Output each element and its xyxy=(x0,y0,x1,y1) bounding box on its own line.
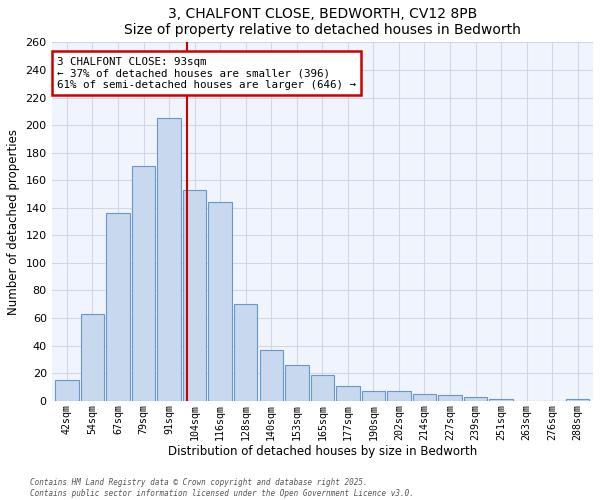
Bar xyxy=(55,380,79,400)
Bar xyxy=(260,350,283,401)
Bar xyxy=(234,304,257,400)
Bar xyxy=(183,190,206,400)
Bar xyxy=(362,391,385,400)
Bar xyxy=(81,314,104,400)
Bar xyxy=(311,374,334,400)
Title: 3, CHALFONT CLOSE, BEDWORTH, CV12 8PB
Size of property relative to detached hous: 3, CHALFONT CLOSE, BEDWORTH, CV12 8PB Si… xyxy=(124,7,521,37)
Bar xyxy=(285,365,308,400)
Bar xyxy=(438,395,462,400)
Y-axis label: Number of detached properties: Number of detached properties xyxy=(7,128,20,314)
X-axis label: Distribution of detached houses by size in Bedworth: Distribution of detached houses by size … xyxy=(168,445,477,458)
Bar xyxy=(208,202,232,400)
Bar xyxy=(106,214,130,400)
Bar xyxy=(336,386,359,400)
Bar xyxy=(387,391,411,400)
Bar xyxy=(413,394,436,400)
Bar xyxy=(157,118,181,400)
Bar xyxy=(464,396,487,400)
Bar xyxy=(132,166,155,400)
Text: Contains HM Land Registry data © Crown copyright and database right 2025.
Contai: Contains HM Land Registry data © Crown c… xyxy=(30,478,414,498)
Text: 3 CHALFONT CLOSE: 93sqm
← 37% of detached houses are smaller (396)
61% of semi-d: 3 CHALFONT CLOSE: 93sqm ← 37% of detache… xyxy=(57,57,356,90)
